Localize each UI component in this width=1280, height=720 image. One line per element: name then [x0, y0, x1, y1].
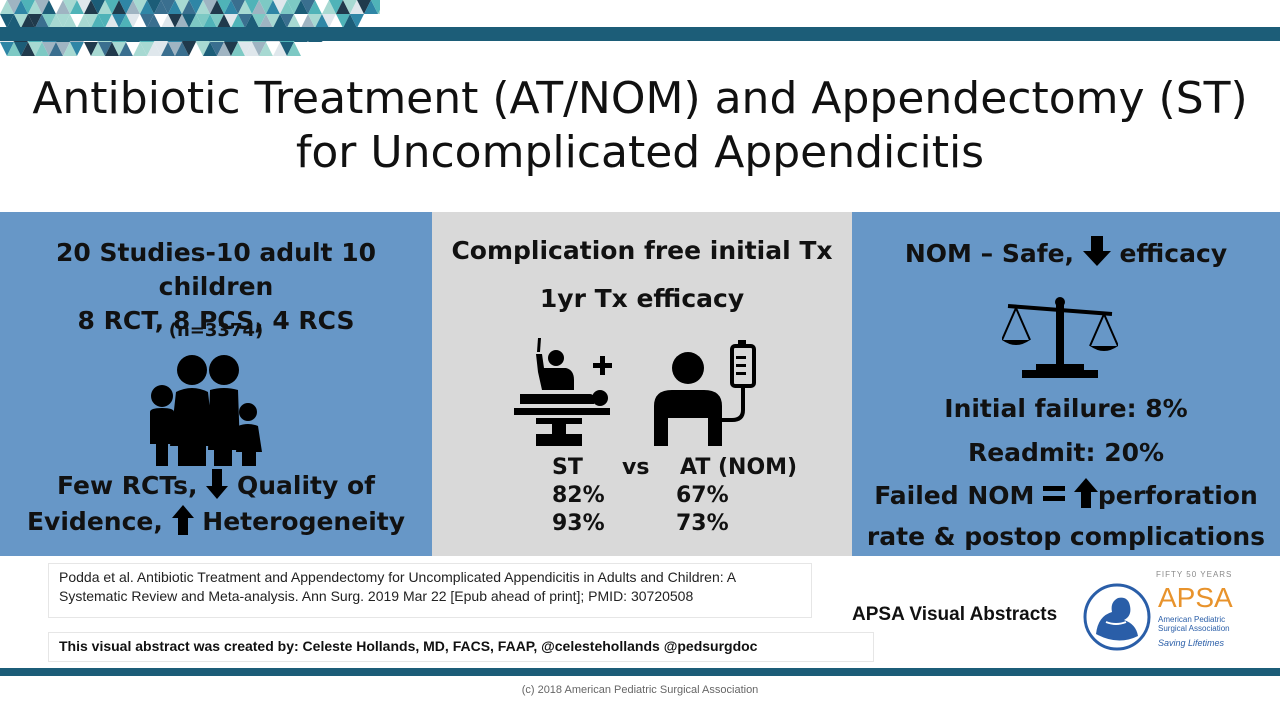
nom-safety-panel: NOM – Safe, efficacy Initial failure: 8%… — [852, 212, 1280, 556]
citation-reference: Podda et al. Antibiotic Treatment and Ap… — [48, 563, 812, 618]
header-bar — [0, 27, 1280, 41]
equals-icon — [1043, 486, 1066, 501]
readmit-text: Readmit: 20% — [967, 438, 1165, 467]
few-rcts-text: Few RCTs, — [56, 471, 198, 500]
quality-of-text: Quality of — [236, 471, 376, 500]
postop-complications-text: rate & postop complications — [866, 522, 1266, 551]
arrow-down-icon — [1082, 236, 1111, 266]
logo-fifty-years: FIFTY 50 YEARS — [1156, 570, 1233, 579]
family-icon — [150, 355, 262, 466]
failed-nom-text: Failed NOM — [874, 481, 1035, 510]
arrow-up-icon — [1073, 478, 1098, 508]
nom-safe-text: NOM – Safe, — [904, 239, 1075, 268]
page-title: Antibiotic Treatment (AT/NOM) and Append… — [0, 72, 1280, 180]
st-column-header: ST — [552, 455, 583, 480]
vs-label: vs — [622, 455, 650, 480]
arrow-down-icon — [206, 469, 229, 499]
logo-org-line-1: American Pediatric — [1158, 615, 1226, 624]
at-column-header: AT (NOM) — [680, 455, 798, 480]
logo-tagline: Saving Lifetimes — [1158, 638, 1225, 648]
apsa-logo: FIFTY 50 YEARS APSA American Pediatric S… — [1078, 568, 1238, 654]
at-value-initial: 67% — [676, 483, 729, 508]
title-line-1: Antibiotic Treatment (AT/NOM) and Append… — [32, 73, 1248, 124]
efficacy-heading: 1yr Tx efficacy — [539, 284, 745, 313]
st-value-1yr: 93% — [552, 511, 605, 536]
sample-size-text: (n=3374) — [168, 320, 264, 341]
heterogeneity-text: Heterogeneity — [202, 507, 406, 536]
surgery-icon — [514, 338, 612, 446]
copyright-text: (c) 2018 American Pediatric Surgical Ass… — [521, 684, 759, 696]
study-types-text: 8 RCT, 8 PCS, 4 RCS — [77, 306, 355, 335]
iv-drip-patient-icon — [654, 340, 756, 446]
apsa-visual-abstracts-label: APSA Visual Abstracts — [852, 604, 1058, 625]
complication-free-heading: Complication free initial Tx — [451, 236, 833, 265]
initial-failure-text: Initial failure: 8% — [944, 394, 1188, 423]
comparison-panel: Complication free initial Tx 1yr Tx effi… — [432, 212, 852, 556]
creator-credit: This visual abstract was created by: Cel… — [48, 632, 874, 662]
studies-count-text: 20 Studies-10 adult 10 children — [56, 238, 376, 301]
logo-org-line-2: Surgical Association — [1158, 624, 1230, 633]
evidence-text: Evidence, — [26, 507, 163, 536]
at-value-1yr: 73% — [676, 511, 729, 536]
footer-bar — [0, 668, 1280, 676]
arrow-up-icon — [171, 505, 194, 535]
logo-apsa-name: APSA — [1158, 582, 1233, 613]
scales-icon — [1002, 297, 1118, 378]
st-value-initial: 82% — [552, 483, 605, 508]
efficacy-text: efficacy — [1119, 239, 1228, 268]
title-line-2: for Uncomplicated Appendicitis — [295, 127, 985, 178]
perforation-text: perforation — [1097, 481, 1258, 510]
apsa-emblem-icon — [1083, 583, 1151, 651]
studies-panel: 20 Studies-10 adult 10 children 8 RCT, 8… — [0, 212, 432, 556]
